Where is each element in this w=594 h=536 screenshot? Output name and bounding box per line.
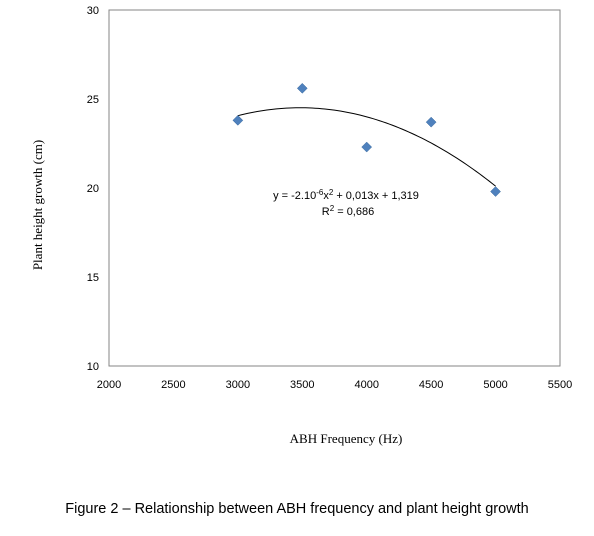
x-axis-ticks: 2000 2500 3000 3500 4000 4500 5000 5500 [97,379,572,391]
trendline-equation: y = -2.10-6x2 + 0,013x + 1,319 [273,188,419,202]
r-squared-value: = 0,686 [334,206,374,218]
x-tick-label: 2500 [161,379,185,391]
y-tick-label: 15 [87,272,99,284]
data-point [296,82,308,94]
x-tick-label: 4000 [354,379,378,391]
x-tick-label: 4500 [419,379,443,391]
data-point [425,116,437,128]
x-tick-label: 3500 [290,379,314,391]
y-tick-label: 20 [87,183,99,195]
equation-x-exponent: 2 [329,188,334,197]
x-tick-label: 5000 [483,379,507,391]
x-axis-title: ABH Frequency (Hz) [290,431,403,446]
data-point [232,115,244,126]
trendline [237,107,496,187]
data-point [361,141,373,153]
y-tick-label: 30 [87,5,99,17]
x-tick-label: 5500 [548,379,572,391]
x-tick-label: 2000 [97,379,121,391]
y-axis-ticks: 10 15 20 25 30 [87,5,99,373]
r-squared-label: R [322,206,330,218]
chart: 10 15 20 25 30 2000 2500 3000 3500 4000 4500 5000 5… [30,5,572,446]
equation-part-1: y = -2.10 [273,190,316,202]
data-point [490,186,501,197]
figure-caption: Figure 2 – Relationship between ABH freq… [65,501,529,517]
x-tick-label: 3000 [226,379,250,391]
r-squared: R2 = 0,686 [322,204,374,218]
equation-part-2: x [323,190,329,202]
equation-exponent: -6 [316,188,324,197]
y-tick-label: 10 [87,361,99,373]
data-points [232,82,501,197]
plot-area [108,9,561,367]
r-squared-exponent: 2 [330,204,335,213]
equation-part-3: + 0,013x + 1,319 [333,190,419,202]
y-tick-label: 25 [87,94,99,106]
y-axis-title: Plant height growth (cm) [30,140,45,270]
